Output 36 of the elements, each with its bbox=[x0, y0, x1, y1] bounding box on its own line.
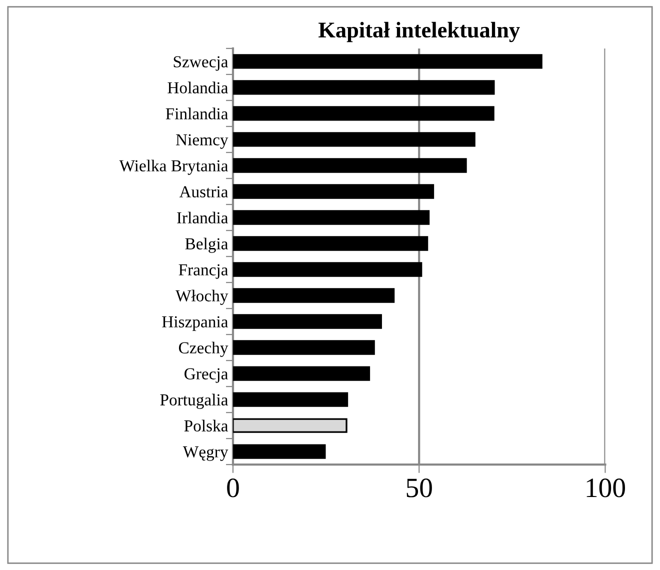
y-tick-label: Portugalia bbox=[160, 394, 228, 409]
x-tick-label: 100 bbox=[586, 478, 625, 498]
x-tick-label: 0 bbox=[227, 478, 239, 498]
bar bbox=[232, 54, 542, 69]
bar bbox=[232, 444, 326, 459]
bar bbox=[232, 392, 348, 407]
bar bbox=[232, 418, 348, 433]
chart-title: Kapitał intelektualny bbox=[318, 22, 520, 42]
bar bbox=[232, 106, 494, 121]
y-tick-label: Włochy bbox=[176, 290, 228, 305]
bar bbox=[232, 262, 422, 277]
y-tick-label: Hiszpania bbox=[162, 316, 228, 331]
y-tick-label: Szwecja bbox=[174, 56, 228, 71]
bar bbox=[232, 288, 395, 303]
bar bbox=[232, 210, 430, 225]
y-tick-label: Węgry bbox=[182, 446, 228, 461]
y-tick-label: Niemcy bbox=[176, 134, 228, 149]
bar bbox=[232, 132, 476, 147]
y-tick-label: Wielka Brytania bbox=[119, 160, 228, 175]
y-tick-label: Finlandia bbox=[166, 108, 228, 120]
bar bbox=[232, 340, 375, 355]
bar bbox=[232, 80, 495, 95]
y-tick-label: Francja bbox=[178, 264, 228, 279]
x-tick-label: 50 bbox=[406, 478, 432, 498]
y-tick-label: Polska bbox=[184, 420, 228, 432]
y-tick-label: Belgia bbox=[185, 238, 228, 253]
y-tick-label: Czechy bbox=[178, 342, 228, 357]
bar bbox=[232, 158, 467, 173]
y-tick-label: Irlandia bbox=[177, 212, 228, 224]
bar bbox=[232, 184, 434, 199]
y-tick-label: Holandia bbox=[168, 82, 228, 94]
bar bbox=[232, 236, 428, 251]
y-tick-label: Grecja bbox=[184, 368, 228, 383]
bar bbox=[232, 366, 370, 381]
y-tick-label: Austria bbox=[179, 186, 228, 198]
bar bbox=[232, 314, 382, 329]
